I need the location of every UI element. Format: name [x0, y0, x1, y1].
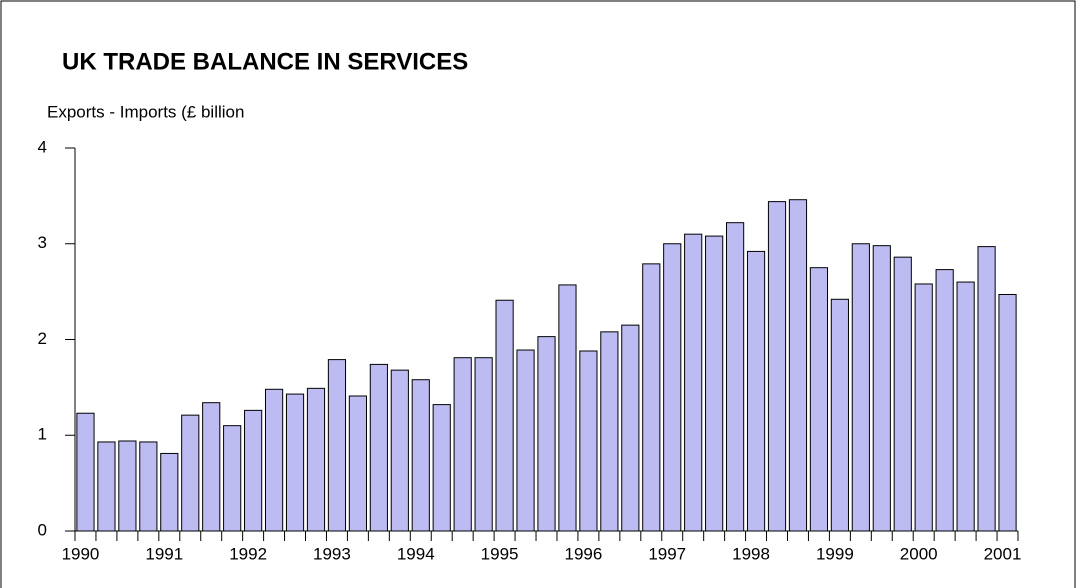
x-tick-label: 1994: [397, 544, 435, 563]
bar: [118, 440, 137, 532]
bar: [746, 250, 766, 532]
bar: [914, 283, 933, 532]
bar: [872, 245, 891, 532]
x-tick-label: 1995: [481, 544, 519, 563]
x-tick-label: 1990: [62, 544, 100, 563]
x-tick-label: 1997: [648, 544, 686, 563]
bar: [600, 331, 619, 532]
x-tick-label: 1998: [732, 544, 770, 563]
bar: [244, 409, 263, 532]
bar: [432, 404, 451, 532]
bar: [705, 235, 724, 532]
bar: [537, 336, 556, 532]
bar: [767, 201, 787, 532]
bar: [223, 425, 242, 532]
chart-title: UK TRADE BALANCE IN SERVICES: [62, 48, 468, 75]
bar: [306, 387, 326, 532]
bar: [788, 199, 808, 532]
bar: [369, 363, 388, 532]
y-tick-label: 4: [38, 137, 47, 156]
bar: [809, 267, 829, 532]
bar: [998, 293, 1017, 532]
bar: [851, 243, 870, 532]
bar: [285, 393, 305, 532]
bar: [893, 256, 912, 532]
bar: [76, 412, 95, 532]
bar: [663, 243, 682, 532]
bar: [411, 379, 430, 532]
bar: [956, 281, 975, 532]
bar: [516, 349, 535, 532]
x-tick-label: 2001: [984, 544, 1022, 563]
bar: [684, 233, 703, 532]
x-tick-label: 1996: [564, 544, 602, 563]
bar: [726, 222, 745, 532]
bar: [935, 269, 954, 532]
x-tick-label: 1991: [145, 544, 183, 563]
bar: [474, 357, 493, 532]
bar: [327, 359, 347, 532]
bar: [181, 414, 200, 532]
bar: [139, 441, 158, 532]
bar: [160, 452, 179, 532]
x-tick-label: 1992: [229, 544, 267, 563]
y-tick-label: 1: [38, 425, 47, 444]
y-tick-label: 0: [38, 520, 47, 539]
bar: [830, 298, 849, 532]
bar: [202, 402, 221, 532]
bar: [558, 284, 577, 532]
bar: [264, 388, 284, 532]
bar: [977, 246, 996, 532]
bar: [453, 357, 472, 532]
bar: [621, 324, 640, 532]
bar: [390, 369, 409, 532]
chart-subtitle: Exports - Imports (£ billion: [47, 102, 244, 121]
x-tick-label: 2000: [900, 544, 938, 563]
bar: [97, 441, 116, 532]
x-tick-label: 1999: [816, 544, 854, 563]
x-tick-label: 1993: [313, 544, 351, 563]
bar: [579, 350, 598, 532]
bar: [495, 299, 514, 532]
bar: [348, 395, 367, 532]
y-tick-label: 3: [38, 233, 47, 252]
y-tick-label: 2: [38, 329, 47, 348]
bar: [642, 263, 661, 532]
